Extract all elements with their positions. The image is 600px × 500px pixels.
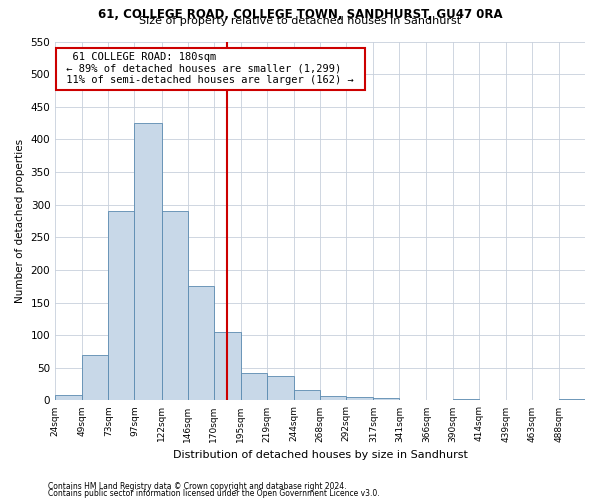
Bar: [452, 399, 479, 400]
Bar: [373, 398, 400, 400]
Text: Size of property relative to detached houses in Sandhurst: Size of property relative to detached ho…: [139, 16, 461, 26]
Bar: [559, 399, 585, 400]
Bar: [82, 354, 109, 401]
Text: 61, COLLEGE ROAD, COLLEGE TOWN, SANDHURST, GU47 0RA: 61, COLLEGE ROAD, COLLEGE TOWN, SANDHURS…: [98, 8, 502, 20]
Text: 61 COLLEGE ROAD: 180sqm  
 ← 89% of detached houses are smaller (1,299) 
 11% of: 61 COLLEGE ROAD: 180sqm ← 89% of detache…: [61, 52, 361, 86]
Bar: [214, 332, 241, 400]
X-axis label: Distribution of detached houses by size in Sandhurst: Distribution of detached houses by size …: [173, 450, 467, 460]
Bar: [188, 286, 214, 401]
Text: Contains HM Land Registry data © Crown copyright and database right 2024.: Contains HM Land Registry data © Crown c…: [48, 482, 347, 491]
Bar: [109, 211, 134, 400]
Bar: [161, 211, 188, 400]
Bar: [241, 373, 267, 400]
Bar: [346, 397, 373, 400]
Bar: [134, 123, 161, 400]
Text: Contains public sector information licensed under the Open Government Licence v3: Contains public sector information licen…: [48, 488, 380, 498]
Y-axis label: Number of detached properties: Number of detached properties: [15, 139, 25, 303]
Bar: [320, 396, 346, 400]
Bar: [294, 390, 320, 400]
Bar: [267, 376, 294, 400]
Bar: [55, 395, 82, 400]
